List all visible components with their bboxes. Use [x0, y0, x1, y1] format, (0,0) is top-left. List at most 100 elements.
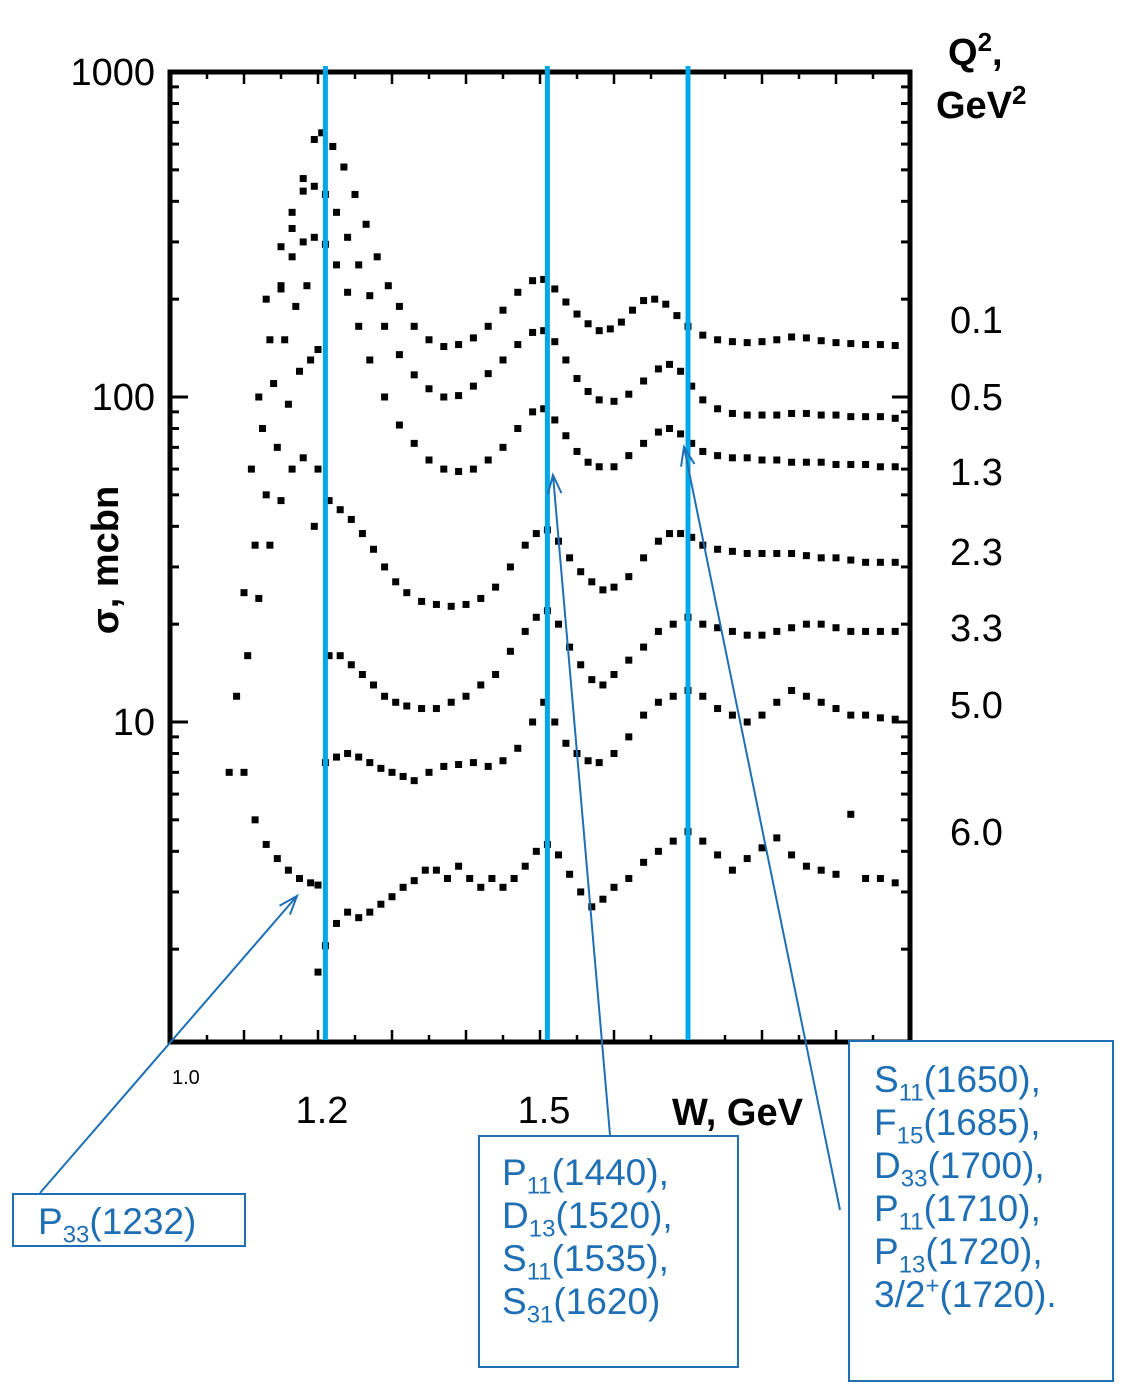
- data-point: [577, 888, 585, 896]
- data-point: [266, 336, 274, 344]
- data-point: [847, 340, 855, 348]
- x-tick-labels: 1.0 1.2 1.5: [172, 1067, 570, 1132]
- data-point: [599, 681, 607, 689]
- data-point: [469, 382, 477, 390]
- data-point: [758, 711, 766, 719]
- data-point: [876, 558, 884, 566]
- data-point: [640, 377, 648, 385]
- data-point: [610, 671, 618, 679]
- data-point: [802, 552, 810, 560]
- data-point: [862, 558, 870, 566]
- data-point: [410, 322, 418, 330]
- data-point: [714, 452, 722, 460]
- data-point: [891, 558, 899, 566]
- q2-label: 3.3: [950, 608, 1003, 650]
- data-point: [640, 711, 648, 719]
- data-point: [347, 515, 355, 523]
- data-point: [273, 443, 281, 451]
- q2-header-line1: Q2,: [948, 27, 1003, 74]
- data-point: [714, 705, 722, 713]
- data-point: [891, 879, 899, 887]
- data-point: [817, 866, 825, 874]
- minor-ticks: [168, 70, 912, 1042]
- data-point: [370, 681, 377, 689]
- data-point: [362, 220, 370, 228]
- data-point: [625, 452, 633, 460]
- data-point: [392, 578, 400, 586]
- data-point: [421, 866, 429, 874]
- data-point: [377, 764, 385, 772]
- data-point: [714, 851, 722, 859]
- data-point: [510, 874, 518, 882]
- data-point: [418, 705, 426, 713]
- data-point: [351, 190, 359, 198]
- data-point: [832, 339, 840, 347]
- annotation-line: S11(1650),: [874, 1059, 1041, 1107]
- data-point: [847, 627, 855, 635]
- data-point: [336, 506, 344, 514]
- data-point: [728, 454, 736, 462]
- data-point: [266, 541, 274, 549]
- data-point: [532, 530, 540, 538]
- data-point: [529, 277, 537, 285]
- data-point: [444, 874, 451, 882]
- data-point: [758, 411, 766, 419]
- data-point: [403, 589, 411, 597]
- data-point: [640, 643, 648, 651]
- data-point: [270, 380, 278, 388]
- data-point: [240, 589, 248, 597]
- data-point: [654, 428, 662, 436]
- data-point: [344, 233, 352, 241]
- data-point: [891, 627, 899, 635]
- data-point: [876, 341, 884, 349]
- data-point: [340, 163, 348, 171]
- data-point: [455, 862, 463, 870]
- data-point: [817, 554, 825, 562]
- data-point: [654, 537, 662, 545]
- data-point: [336, 652, 344, 660]
- q2-label: 6.0: [950, 812, 1003, 854]
- data-point: [876, 463, 884, 471]
- data-point: [862, 413, 870, 421]
- data-point: [310, 135, 318, 143]
- data-point: [251, 541, 259, 549]
- data-point: [540, 405, 548, 413]
- data-point: [355, 753, 363, 761]
- data-point: [562, 356, 570, 364]
- data-point: [506, 563, 514, 571]
- data-point: [233, 692, 241, 700]
- data-point: [466, 874, 474, 882]
- data-point: [573, 310, 581, 318]
- data-point: [699, 447, 707, 455]
- data-point: [255, 594, 263, 602]
- data-point: [251, 816, 259, 824]
- y-tick-label: 1000: [70, 52, 155, 94]
- data-point: [562, 432, 570, 440]
- data-point: [299, 175, 307, 183]
- data-point: [314, 346, 322, 354]
- data-point: [432, 600, 440, 608]
- data-point: [610, 749, 618, 757]
- resonance-lines: [322, 66, 691, 1040]
- data-point: [314, 968, 322, 976]
- data-point: [529, 408, 537, 416]
- data-point: [344, 288, 352, 296]
- data-point: [832, 624, 840, 632]
- data-point: [381, 692, 389, 700]
- data-point: [743, 549, 751, 557]
- annotation-line: P11(1710),: [874, 1188, 1041, 1236]
- q2-label: 1.3: [950, 452, 1003, 494]
- arrow-head: [680, 444, 696, 467]
- q2-header-comma: ,: [992, 32, 1003, 74]
- data-point: [640, 297, 648, 305]
- data-point: [817, 337, 825, 345]
- data-point: [432, 866, 440, 874]
- data-point: [333, 208, 340, 216]
- data-point: [832, 870, 840, 878]
- data-point: [640, 858, 648, 866]
- data-point: [499, 443, 507, 451]
- annotation-line: S11(1535),: [502, 1238, 669, 1286]
- data-point: [310, 522, 318, 530]
- data-point: [654, 627, 662, 635]
